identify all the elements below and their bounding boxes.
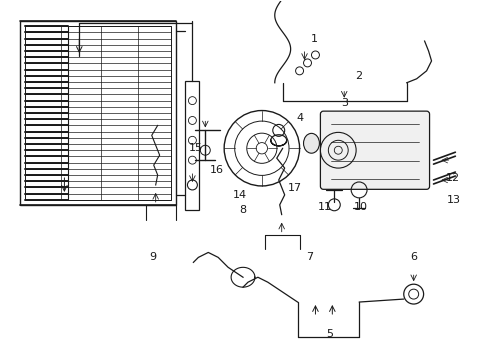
Text: 17: 17 (287, 183, 301, 193)
Text: 8: 8 (239, 205, 246, 215)
Text: 4: 4 (295, 113, 303, 123)
Text: 6: 6 (409, 252, 416, 262)
Text: 3: 3 (340, 98, 347, 108)
Text: 15: 15 (188, 143, 202, 153)
Text: 16: 16 (210, 165, 224, 175)
Text: 1: 1 (310, 34, 317, 44)
FancyBboxPatch shape (320, 111, 428, 189)
Text: 5: 5 (325, 329, 332, 339)
Text: 2: 2 (355, 71, 362, 81)
Ellipse shape (303, 133, 319, 153)
Bar (20, 21, 175, 205)
Bar (25, 26, 170, 200)
Text: 14: 14 (232, 190, 246, 200)
Text: 7: 7 (305, 252, 312, 262)
Text: 9: 9 (149, 252, 156, 262)
Text: 12: 12 (446, 173, 460, 183)
Text: 13: 13 (446, 195, 459, 205)
Bar (185, 81, 199, 210)
Text: 10: 10 (353, 202, 367, 212)
Text: 11: 11 (317, 202, 331, 212)
